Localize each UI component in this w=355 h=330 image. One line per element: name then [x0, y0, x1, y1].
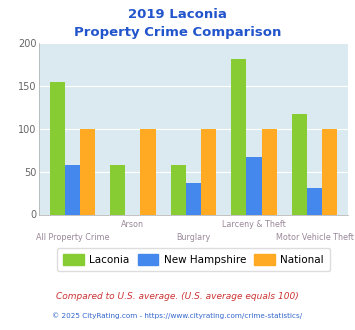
Bar	[80, 129, 95, 214]
Bar	[186, 183, 201, 214]
Bar	[171, 165, 186, 214]
Text: Property Crime Comparison: Property Crime Comparison	[74, 26, 281, 39]
Bar	[231, 59, 246, 214]
Text: Arson: Arson	[121, 220, 144, 229]
Bar	[262, 129, 277, 214]
Bar	[110, 165, 125, 214]
Bar	[141, 129, 155, 214]
Text: Compared to U.S. average. (U.S. average equals 100): Compared to U.S. average. (U.S. average …	[56, 292, 299, 301]
Bar	[322, 129, 337, 214]
Text: Burglary: Burglary	[176, 233, 211, 242]
Text: All Property Crime: All Property Crime	[36, 233, 109, 242]
Text: Motor Vehicle Theft: Motor Vehicle Theft	[275, 233, 354, 242]
Bar	[201, 129, 216, 214]
Legend: Laconia, New Hampshire, National: Laconia, New Hampshire, National	[57, 248, 330, 271]
Bar	[50, 82, 65, 214]
Bar	[292, 114, 307, 214]
Text: Larceny & Theft: Larceny & Theft	[222, 220, 286, 229]
Bar	[307, 188, 322, 214]
Text: 2019 Laconia: 2019 Laconia	[128, 8, 227, 21]
Bar	[65, 165, 80, 214]
Text: © 2025 CityRating.com - https://www.cityrating.com/crime-statistics/: © 2025 CityRating.com - https://www.city…	[53, 312, 302, 318]
Bar	[246, 157, 262, 214]
